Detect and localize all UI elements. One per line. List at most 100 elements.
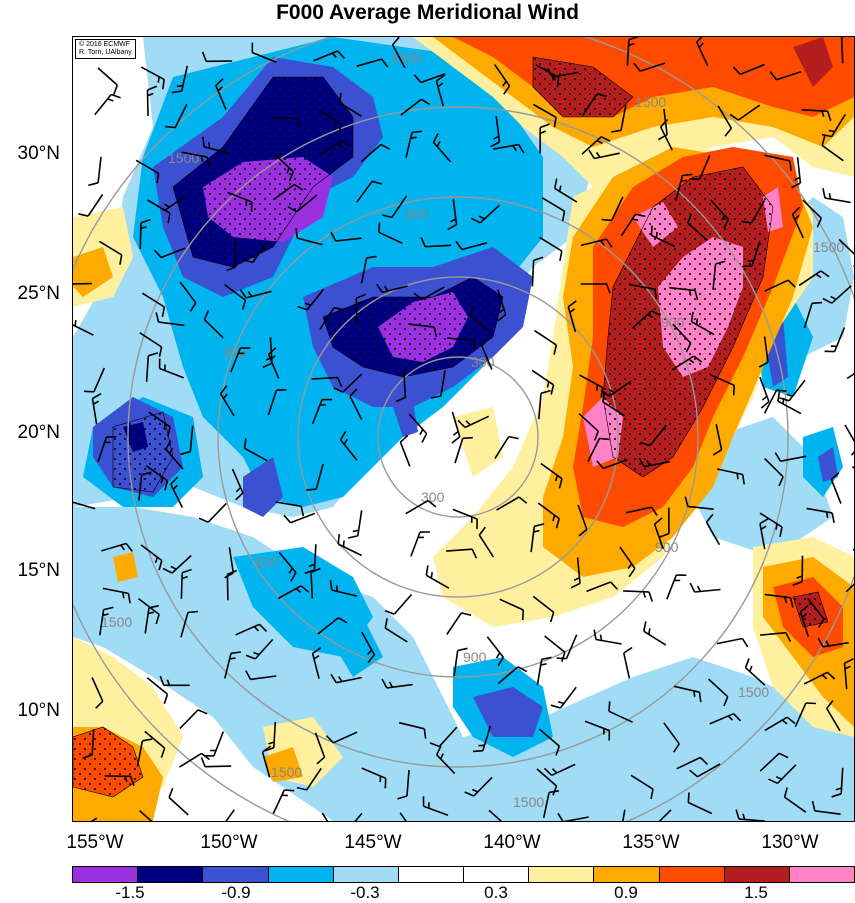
wind-barb-flag <box>690 583 694 592</box>
contour-label: 1500 <box>513 794 544 810</box>
colorbar-swatch <box>138 867 203 882</box>
wind-barb <box>98 157 101 183</box>
wind-barb <box>411 532 420 556</box>
wind-barb-flag <box>296 228 297 238</box>
colorbar-label: 1.5 <box>726 883 786 903</box>
colorbar-swatch <box>464 867 529 882</box>
wind-barb-flag <box>463 438 473 439</box>
wind-barb <box>845 425 854 448</box>
wind-barb-flag <box>777 390 787 391</box>
wind-barb-flag <box>379 222 380 232</box>
colorbar-swatch <box>203 867 268 882</box>
wind-barb <box>219 810 234 821</box>
contour-label: 1500 <box>738 684 769 700</box>
wind-barb <box>180 710 198 729</box>
colorbar-label: -0.9 <box>206 883 266 903</box>
wind-barb <box>545 636 565 652</box>
colorbar-swatch <box>660 867 725 882</box>
wind-barb-flag <box>644 621 646 631</box>
wind-barb-flag <box>177 86 183 87</box>
wind-barb-flag <box>624 648 632 654</box>
wind-barb <box>95 95 111 115</box>
wind-barb-flag <box>201 758 205 767</box>
wind-barb <box>847 364 854 378</box>
wind-barb-flag <box>601 635 602 641</box>
wind-barb-flag <box>165 127 175 128</box>
wind-barb-flag <box>600 438 610 439</box>
wind-barb-flag <box>750 666 752 672</box>
credit-line-1: © 2016 ECMWF <box>79 41 132 49</box>
contour-label: 900 <box>655 539 679 555</box>
wind-barb-flag <box>426 565 428 575</box>
wind-barb-flag <box>202 156 203 162</box>
wind-barb-flag <box>823 188 825 198</box>
contour-label: 900 <box>661 314 685 330</box>
wind-barb-flag <box>698 586 701 591</box>
wind-barb-flag <box>284 790 294 791</box>
wind-barb <box>695 590 721 593</box>
wind-barb <box>455 438 463 463</box>
lat-label-15n: 15°N <box>0 560 60 582</box>
contour-label: 1500 <box>271 764 302 780</box>
colorbar-label: 0.9 <box>596 883 656 903</box>
contour-label: 1500 <box>635 94 666 110</box>
wind-barb <box>825 198 851 202</box>
wind-barb <box>98 68 117 85</box>
wind-barb-flag <box>697 319 698 325</box>
wind-barb-flag <box>431 572 432 578</box>
wind-barb <box>181 573 182 599</box>
credit-line-2: R. Torn, UAlbany <box>79 49 132 57</box>
wind-barb-flag <box>682 174 692 175</box>
wind-barb-flag <box>497 653 500 658</box>
wind-barb-flag <box>762 396 767 400</box>
lon-label-140w: 140°W <box>467 832 557 854</box>
wind-barb-flag <box>812 303 822 304</box>
lon-label-150w: 150°W <box>184 832 274 854</box>
lon-label-130w: 130°W <box>745 832 835 854</box>
wind-barb <box>273 790 284 814</box>
colorbar-swatch <box>725 867 790 882</box>
colorbar-label: -1.5 <box>100 883 160 903</box>
wind-barb-flag <box>551 705 561 708</box>
lat-label-20n: 20°N <box>0 422 60 444</box>
wind-barb-flag <box>651 226 652 236</box>
wind-barb-flag <box>203 137 204 147</box>
wind-barb <box>406 501 428 514</box>
wind-barb <box>227 574 228 600</box>
wind-barb-flag <box>558 702 564 704</box>
wind-barb <box>447 613 462 635</box>
wind-barb <box>667 575 677 599</box>
wind-barb-flag <box>473 751 483 752</box>
wind-barb <box>394 595 411 615</box>
wind-barb <box>400 442 409 466</box>
wind-barb-flag <box>111 95 120 98</box>
colorbar-swatch <box>73 867 138 882</box>
map-panel: 1500 1500 1500 900 900 900 900 900 300 3… <box>72 36 855 822</box>
wind-barb <box>798 157 801 183</box>
map-title: F000 Average Meridional Wind <box>0 0 855 26</box>
wind-barb-flag <box>158 77 159 83</box>
wind-barb <box>624 653 630 678</box>
wind-barb <box>596 640 622 645</box>
colorbar-swatch <box>529 867 594 882</box>
wind-barb <box>852 467 854 482</box>
colorbar-swatch <box>594 867 659 882</box>
wind-barb-flag <box>452 437 460 443</box>
lon-label-135w: 135°W <box>606 832 696 854</box>
wind-barb-flag <box>348 536 358 538</box>
wind-barb-flag <box>649 628 650 634</box>
credit-box: © 2016 ECMWF R. Torn, UAlbany <box>75 39 136 59</box>
wind-barb <box>842 37 843 63</box>
wind-barb-flag <box>832 513 834 523</box>
wind-barb <box>487 637 503 658</box>
wind-barb-flag <box>609 701 610 711</box>
wind-barb <box>623 591 649 592</box>
wind-barb-flag <box>337 586 338 592</box>
wind-barb-flag <box>597 385 598 391</box>
wind-barb-flag <box>806 703 816 704</box>
wind-barb <box>208 503 226 522</box>
wind-barb-flag <box>284 515 291 523</box>
lat-label-25n: 25°N <box>0 283 60 305</box>
wind-barb-flag <box>306 489 316 490</box>
wind-barb-flag <box>169 788 173 797</box>
